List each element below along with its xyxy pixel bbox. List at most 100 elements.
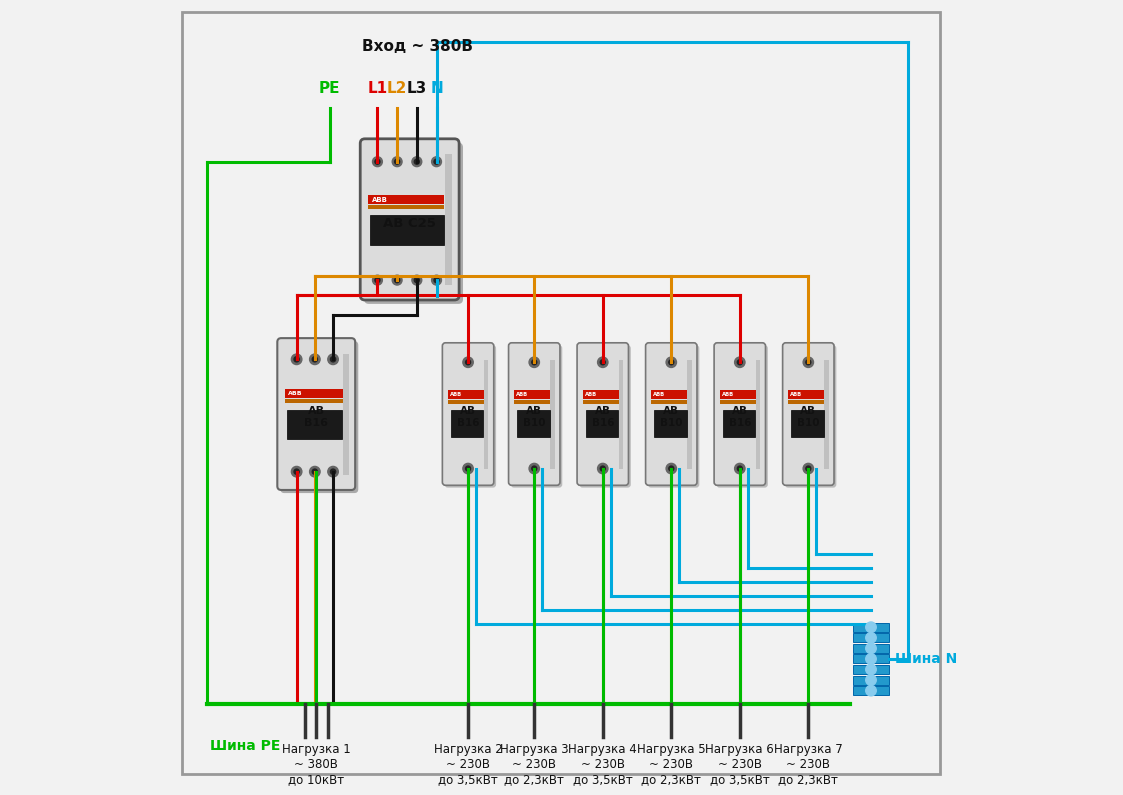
Circle shape: [433, 159, 439, 165]
FancyBboxPatch shape: [360, 139, 459, 300]
Text: ABB: ABB: [372, 196, 387, 203]
Circle shape: [866, 685, 876, 696]
Circle shape: [463, 357, 473, 367]
Text: ABB: ABB: [450, 392, 463, 398]
Bar: [585, 410, 618, 437]
Bar: [583, 390, 619, 399]
Circle shape: [532, 466, 537, 471]
FancyBboxPatch shape: [785, 345, 837, 487]
FancyBboxPatch shape: [648, 345, 700, 487]
Circle shape: [375, 277, 380, 283]
Circle shape: [597, 357, 608, 367]
Text: L1: L1: [367, 81, 387, 96]
Circle shape: [414, 159, 419, 165]
Circle shape: [433, 277, 439, 283]
Bar: [448, 400, 484, 404]
Circle shape: [394, 277, 400, 283]
Circle shape: [294, 469, 299, 475]
Bar: [651, 400, 687, 404]
Text: АВ
В16: АВ В16: [729, 406, 751, 428]
Circle shape: [392, 275, 402, 285]
Circle shape: [392, 157, 402, 167]
Text: L2: L2: [387, 81, 408, 96]
Bar: [722, 410, 755, 437]
Text: Нагрузка 5
~ 230В
до 2,3кВт: Нагрузка 5 ~ 230В до 2,3кВт: [637, 743, 705, 785]
Text: ABB: ABB: [585, 392, 596, 398]
Bar: [484, 359, 489, 468]
Bar: [853, 665, 888, 674]
Circle shape: [310, 467, 320, 477]
Circle shape: [866, 643, 876, 653]
Bar: [853, 634, 888, 642]
Bar: [583, 400, 619, 404]
Text: Нагрузка 2
~ 230В
до 3,5кВт: Нагрузка 2 ~ 230В до 3,5кВт: [433, 743, 502, 785]
Text: АВ С25: АВ С25: [383, 218, 436, 231]
Circle shape: [412, 157, 422, 167]
Bar: [824, 359, 829, 468]
FancyBboxPatch shape: [442, 343, 494, 485]
FancyBboxPatch shape: [646, 343, 697, 485]
Circle shape: [734, 463, 745, 474]
Text: Нагрузка 4
~ 230В
до 3,5кВт: Нагрузка 4 ~ 230В до 3,5кВт: [568, 743, 637, 785]
Circle shape: [330, 357, 336, 362]
Bar: [514, 400, 550, 404]
Bar: [853, 622, 888, 632]
FancyBboxPatch shape: [364, 143, 463, 304]
Text: Вход ~ 380В: Вход ~ 380В: [362, 39, 473, 53]
Circle shape: [669, 466, 674, 471]
Bar: [451, 410, 483, 437]
Circle shape: [291, 354, 302, 365]
Bar: [343, 354, 349, 475]
Circle shape: [866, 622, 876, 633]
Circle shape: [806, 466, 811, 471]
Text: Нагрузка 7
~ 230В
до 2,3кВт: Нагрузка 7 ~ 230В до 2,3кВт: [774, 743, 842, 785]
Circle shape: [394, 159, 400, 165]
Bar: [792, 410, 823, 437]
FancyBboxPatch shape: [511, 345, 563, 487]
Circle shape: [375, 159, 380, 165]
Bar: [445, 154, 451, 285]
Circle shape: [866, 633, 876, 643]
Circle shape: [373, 157, 382, 167]
Circle shape: [601, 466, 605, 471]
Circle shape: [738, 360, 742, 365]
Bar: [687, 359, 692, 468]
Circle shape: [529, 463, 539, 474]
Text: ABB: ABB: [722, 392, 733, 398]
Text: PE: PE: [319, 81, 340, 96]
Text: АВ
В16: АВ В16: [304, 406, 328, 428]
Text: ABB: ABB: [654, 392, 665, 398]
Text: N: N: [430, 81, 442, 96]
Bar: [514, 390, 550, 399]
Circle shape: [310, 354, 320, 365]
Bar: [286, 409, 343, 439]
Circle shape: [666, 357, 676, 367]
Bar: [853, 676, 888, 684]
Circle shape: [866, 653, 876, 664]
Circle shape: [601, 360, 605, 365]
Circle shape: [529, 357, 539, 367]
Circle shape: [866, 675, 876, 685]
Circle shape: [466, 466, 471, 471]
Circle shape: [866, 665, 876, 675]
Bar: [720, 390, 756, 399]
Circle shape: [597, 463, 608, 474]
Circle shape: [330, 469, 336, 475]
Circle shape: [373, 275, 382, 285]
Bar: [285, 399, 343, 403]
Circle shape: [734, 357, 745, 367]
Bar: [788, 390, 824, 399]
Text: ABB: ABB: [517, 392, 528, 398]
Circle shape: [806, 360, 811, 365]
Circle shape: [312, 357, 318, 362]
Bar: [654, 410, 686, 437]
FancyBboxPatch shape: [445, 345, 496, 487]
Bar: [651, 390, 687, 399]
Circle shape: [803, 463, 813, 474]
Bar: [853, 654, 888, 663]
Text: АВ
В10: АВ В10: [797, 406, 820, 428]
FancyBboxPatch shape: [783, 343, 834, 485]
Circle shape: [803, 357, 813, 367]
Bar: [285, 389, 343, 398]
Circle shape: [328, 467, 338, 477]
